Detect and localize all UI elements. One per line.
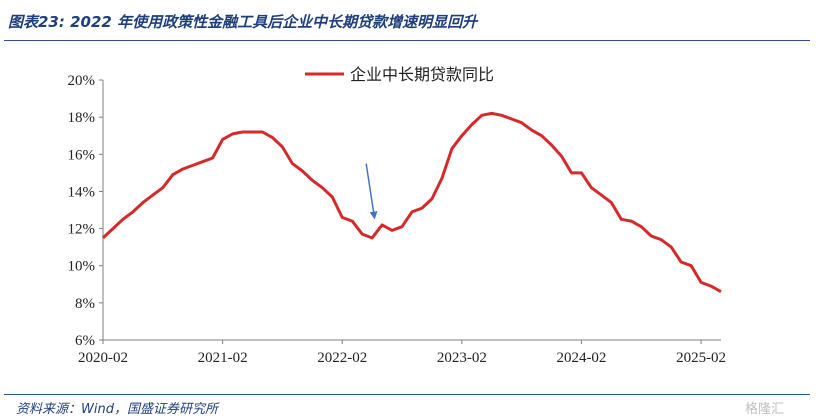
x-tick-label: 2023-02 — [437, 350, 487, 366]
watermark-text: 格隆汇 — [745, 402, 785, 417]
title-divider — [4, 40, 810, 41]
series-group — [101, 111, 722, 294]
x-tick-label: 2025-02 — [676, 350, 726, 366]
chart-axes — [102, 80, 721, 341]
y-tick-label: 10% — [68, 259, 96, 275]
y-tick-label: 14% — [68, 184, 96, 200]
y-tick-label: 16% — [68, 147, 96, 163]
x-tick-label: 2020-02 — [78, 350, 128, 366]
series-line — [101, 111, 722, 294]
y-tick-label: 6% — [75, 333, 95, 349]
annotation-group — [365, 163, 378, 220]
x-tick-label: 2024-02 — [556, 350, 606, 366]
legend-label: 企业中长期贷款同比 — [350, 66, 494, 84]
y-axis-ticks: 6% 8% 10% 12% 14% 16% 18% 20% — [68, 73, 103, 349]
x-tick-label: 2022-02 — [317, 350, 367, 366]
y-tick-label: 18% — [68, 110, 96, 126]
figure-title: 图表23: 2022 年使用政策性金融工具后企业中长期贷款增速明显回升 — [8, 13, 478, 31]
source-note: 资料来源：Wind，国盛证券研究所 — [16, 402, 218, 417]
x-axis-ticks: 2020-02 2021-02 2022-02 2023-02 2024-02 2025-… — [78, 340, 726, 366]
y-tick-label: 12% — [68, 222, 96, 238]
line-chart: 6%8%10%12%14%16%18%20% 2020-02 2021-02 202… — [68, 66, 727, 366]
y-tick-label: 8% — [75, 296, 95, 312]
y-tick-label: 20% — [68, 73, 96, 89]
source-divider — [4, 394, 810, 395]
annotation-arrow — [365, 163, 378, 220]
x-tick-label: 2021-02 — [198, 350, 248, 366]
legend: 企业中长期贷款同比 — [305, 66, 494, 84]
